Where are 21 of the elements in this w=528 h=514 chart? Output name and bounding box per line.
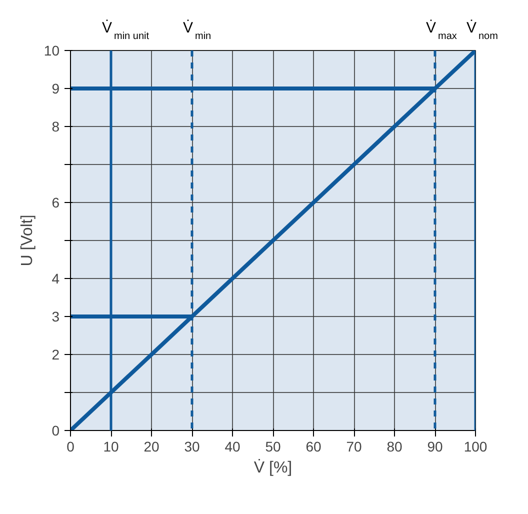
x-tick-label: 40	[224, 438, 240, 454]
x-tick-label: 80	[386, 438, 402, 454]
x-tick-label: 100	[464, 438, 488, 454]
x-tick-label: 70	[346, 438, 362, 454]
y-tick-label: 2	[52, 346, 60, 362]
y-tick-label: 9	[52, 80, 60, 96]
x-axis-title: V̇ [%]	[254, 458, 292, 476]
y-tick-label: 10	[44, 42, 60, 58]
x-tick-label: 30	[184, 438, 200, 454]
x-tick-label: 90	[427, 438, 443, 454]
x-tick-label: 50	[265, 438, 281, 454]
y-tick-label: 8	[52, 118, 60, 134]
x-tick-label: 20	[144, 438, 160, 454]
y-tick-label: 3	[52, 308, 60, 324]
x-tick-label: 60	[306, 438, 322, 454]
y-tick-label: 4	[52, 270, 60, 286]
x-tick-label: 10	[103, 438, 119, 454]
y-axis-title: U [Volt]	[18, 214, 36, 266]
x-tick-label: 0	[66, 438, 75, 454]
y-tick-label: 0	[52, 422, 60, 438]
y-tick-label: 6	[52, 194, 60, 210]
